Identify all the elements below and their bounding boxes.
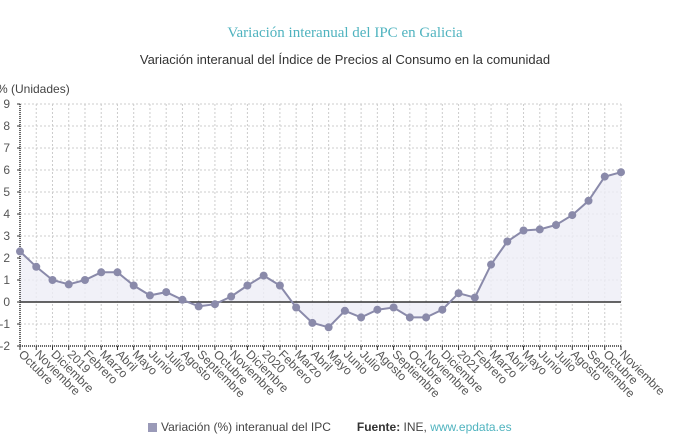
y-axis-label: % (Unidades) <box>0 82 70 96</box>
source: Fuente: INE, www.epdata.es <box>357 420 512 434</box>
svg-text:0: 0 <box>3 295 10 309</box>
svg-text:4: 4 <box>3 207 10 221</box>
source-link[interactable]: www.epdata.es <box>430 420 512 434</box>
svg-text:9: 9 <box>3 97 10 111</box>
svg-text:1: 1 <box>3 273 10 287</box>
source-label: Fuente: <box>356 420 401 434</box>
y-axis-ticks: -2 -1 0 1 2 3 4 5 6 7 8 9 <box>0 97 20 353</box>
svg-text:3: 3 <box>3 229 10 243</box>
legend: Variación (%) interanual del IPC Fuente:… <box>148 420 512 434</box>
chart-subtitle: Variación interanual del Índice de Preci… <box>139 52 551 67</box>
svg-text:6: 6 <box>3 163 10 177</box>
x-axis-labels: OctubreNoviembreDiciembre2019FebreroMarz… <box>16 346 668 401</box>
svg-text:-1: -1 <box>0 317 10 331</box>
source-text: INE, <box>400 420 431 434</box>
series-area <box>20 172 621 328</box>
legend-swatch-icon <box>148 422 157 432</box>
legend-label[interactable]: Variación (%) interanual del IPC <box>161 420 331 434</box>
svg-text:8: 8 <box>3 119 10 133</box>
svg-text:5: 5 <box>3 185 10 199</box>
svg-text:-2: -2 <box>0 339 10 353</box>
svg-text:7: 7 <box>3 141 10 155</box>
data-points <box>16 168 625 332</box>
svg-text:2: 2 <box>3 251 10 265</box>
chart-title: Variación interanual del IPC en Galicia <box>227 25 463 41</box>
